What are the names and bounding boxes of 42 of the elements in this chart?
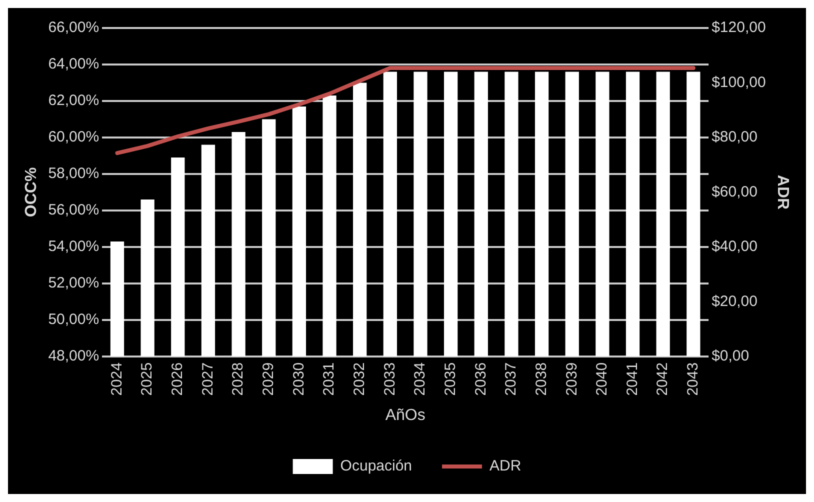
x-axis-title: AñOs xyxy=(385,406,426,424)
x-tick-label: 2028 xyxy=(230,362,247,396)
x-tick-label: 2041 xyxy=(624,362,641,396)
x-tick-label: 2040 xyxy=(594,362,611,396)
y2-tick-label: $60,00 xyxy=(712,183,758,200)
y-tick-label: 56,00% xyxy=(48,202,100,219)
y-tick-label: 58,00% xyxy=(48,165,100,182)
y2-axis-title: ADR xyxy=(774,174,791,210)
x-tick-label: 2029 xyxy=(260,362,278,396)
x-tick-label: 2031 xyxy=(320,362,338,396)
x-tick-label: 2042 xyxy=(654,362,672,396)
y-tick-label: 62,00% xyxy=(48,92,100,110)
x-tick-label: 2034 xyxy=(412,362,429,396)
legend-label: ADR xyxy=(490,458,522,475)
y-axis-title: OCC% xyxy=(23,167,40,218)
x-tick-label: 2035 xyxy=(442,362,459,396)
y2-tick-label: $20,00 xyxy=(712,292,758,310)
x-tick-label: 2043 xyxy=(684,362,702,396)
y-tick-label: 54,00% xyxy=(48,238,100,256)
x-tick-label: 2024 xyxy=(108,362,126,396)
y2-tick-label: $120,00 xyxy=(712,19,766,36)
y-tick-label: 50,00% xyxy=(48,311,100,328)
x-tick-label: 2025 xyxy=(138,362,156,396)
y-tick-label: 60,00% xyxy=(48,128,100,146)
y-tick-label: 64,00% xyxy=(48,56,100,73)
y2-tick-label: $40,00 xyxy=(712,238,758,256)
x-tick-label: 2030 xyxy=(290,362,308,396)
y-tick-label: 48,00% xyxy=(48,348,100,365)
y-tick-label: 66,00% xyxy=(48,19,100,36)
y2-tick-label: $80,00 xyxy=(712,128,758,146)
x-tick-label: 2039 xyxy=(563,362,580,396)
y2-tick-label: $0,00 xyxy=(712,348,750,365)
y-tick-label: 52,00% xyxy=(48,274,100,292)
y2-tick-label: $100,00 xyxy=(712,74,766,91)
x-tick-label: 2026 xyxy=(169,362,186,396)
x-tick-label: 2033 xyxy=(381,362,398,396)
x-tick-label: 2032 xyxy=(350,362,368,396)
legend-label: Ocupación xyxy=(340,458,412,475)
x-tick-label: 2036 xyxy=(472,362,490,396)
x-tick-label: 2037 xyxy=(502,362,520,396)
x-tick-label: 2027 xyxy=(199,362,216,396)
x-tick-label: 2038 xyxy=(532,362,550,396)
